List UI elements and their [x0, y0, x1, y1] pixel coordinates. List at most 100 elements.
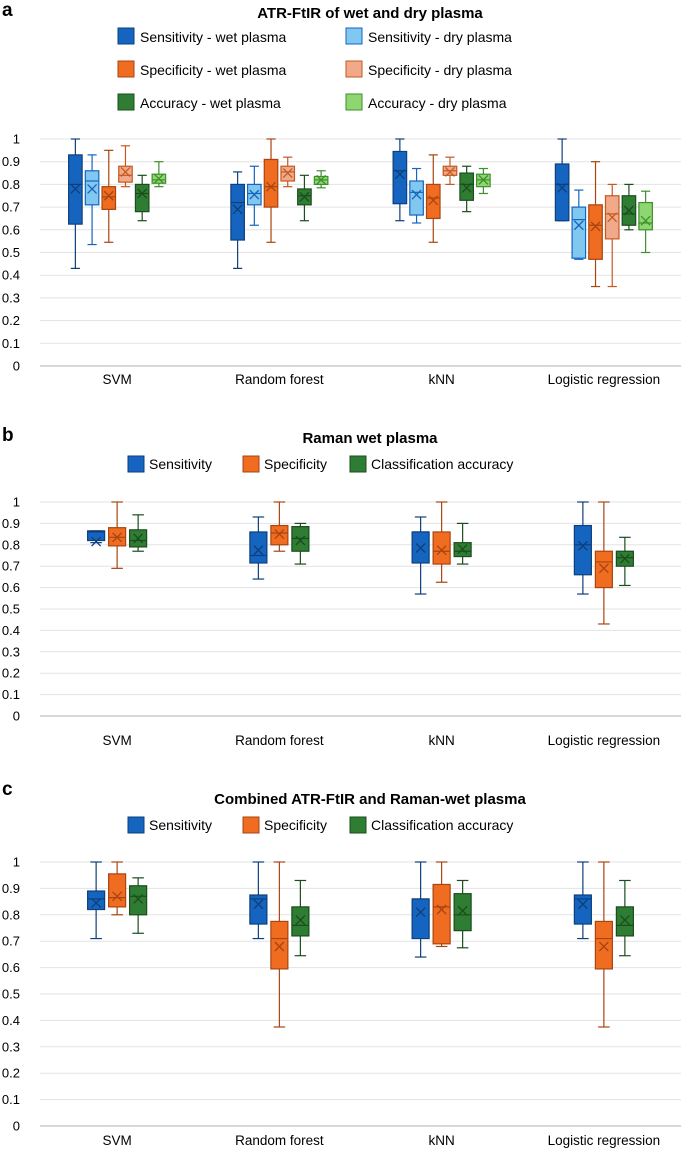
box-wet_spec: [108, 501, 127, 569]
legend-c: Sensitivity Specificity Classification a…: [127, 816, 513, 834]
y-tick-label: 0.9: [2, 154, 20, 169]
y-tick-label: 0.3: [2, 644, 20, 659]
box-dry_spec: [118, 145, 133, 188]
mean-marker: [91, 536, 102, 547]
x-category-label: Logistic regression: [548, 733, 661, 748]
mean-marker: [461, 182, 472, 193]
box-wet_sens: [68, 138, 83, 269]
box-body: [392, 150, 408, 205]
y-tick-label: 0: [13, 709, 20, 724]
box-body: [270, 524, 289, 546]
box-body: [459, 172, 475, 201]
plot-area-c: 0 0.1 0.2 0.3 0.4 0.5 0.6 0.7 0.8 0.9 1 SVM Random f…: [2, 855, 681, 1148]
y-tick-label: 0.4: [2, 1013, 20, 1028]
mean-marker: [274, 529, 285, 540]
y-tick-label: 0.7: [2, 934, 20, 949]
legend-item-specificity: Specificity: [242, 455, 327, 473]
box-body: [129, 885, 148, 916]
legend-item-sensitivity-dry: Sensitivity - dry plasma: [345, 27, 512, 45]
x-category-label: kNN: [429, 372, 455, 387]
y-tick-label: 0.1: [2, 1092, 20, 1107]
box-wet_spec: [263, 138, 279, 243]
box-body: [87, 530, 106, 542]
y-tick-label: 0.2: [2, 313, 20, 328]
box-dry_spec: [604, 183, 620, 288]
box-wet_spec: [594, 501, 613, 625]
mean-marker: [436, 545, 447, 556]
box-wet_acc: [134, 174, 150, 222]
panel-a: a ATR-FtIR of wet and dry plasma Sensiti…: [2, 0, 681, 387]
y-tick-label: 1: [13, 855, 20, 870]
legend-swatch: [345, 60, 363, 78]
mean-marker: [103, 190, 114, 201]
box-dry_acc: [313, 170, 329, 189]
box-wet_acc: [291, 522, 310, 565]
box-wet_spec: [588, 161, 603, 288]
box-body: [118, 165, 133, 183]
box-wet_sens: [87, 530, 106, 547]
mean-marker: [274, 941, 285, 952]
legend-swatch: [345, 27, 363, 45]
legend-swatch: [349, 816, 367, 834]
y-tick-label: 0.3: [2, 1039, 20, 1054]
box-body: [573, 894, 592, 925]
y-tick-label: 0.2: [2, 1066, 20, 1081]
mean-marker: [120, 166, 131, 177]
box-body: [554, 163, 570, 222]
legend-label: Specificity - dry plasma: [368, 62, 512, 78]
legend-label: Sensitivity - dry plasma: [368, 29, 512, 45]
mean-marker: [436, 904, 447, 915]
y-tick-label: 0.8: [2, 177, 20, 192]
legend-swatch: [117, 27, 135, 45]
mean-marker: [295, 535, 306, 546]
y-tick-label: 0.7: [2, 559, 20, 574]
box-body: [249, 531, 268, 564]
mean-marker: [623, 205, 634, 216]
y-tick-label: 0.3: [2, 290, 20, 305]
mean-marker: [415, 907, 426, 918]
box-wet_acc: [297, 174, 312, 222]
box-wet_acc: [621, 183, 637, 231]
x-category-label: kNN: [429, 1133, 455, 1148]
legend-label: Specificity: [264, 456, 327, 472]
mean-marker: [232, 204, 243, 215]
box-body: [588, 204, 603, 260]
box-wet_sens: [573, 861, 592, 940]
y-tick-label: 0.8: [2, 537, 20, 552]
legend-item-classification-accuracy: Classification accuracy: [349, 455, 513, 473]
mean-marker: [445, 166, 455, 177]
y-tick-label: 0.9: [2, 881, 20, 896]
legend-label: Sensitivity: [149, 817, 212, 833]
mean-marker: [598, 563, 609, 574]
mean-marker: [428, 195, 439, 206]
box-body: [411, 898, 430, 940]
legend-swatch: [242, 816, 260, 834]
box-dry_sens: [571, 189, 587, 260]
mean-marker: [133, 533, 144, 544]
x-category-label: Logistic regression: [548, 1133, 661, 1148]
mean-marker: [133, 894, 144, 904]
x-category-label: kNN: [429, 733, 455, 748]
box-body: [291, 906, 310, 937]
chart-title-c: Combined ATR-FtIR and Raman-wet plasma: [214, 791, 526, 808]
box-body: [84, 170, 100, 206]
box-wet_spec: [108, 861, 127, 916]
box-dry_sens: [246, 165, 262, 226]
box-wet_acc: [291, 879, 310, 957]
plot-area-a: 0 0.1 0.2 0.3 0.4 0.5 0.6 0.7 0.8 0.9 1 SVM Random f…: [2, 132, 681, 387]
mean-marker: [112, 532, 123, 543]
mean-marker: [91, 897, 102, 908]
chart-title-a: ATR-FtIR of wet and dry plasma: [257, 5, 483, 22]
box-wet_sens: [411, 516, 430, 595]
mean-marker: [249, 189, 260, 200]
box-wet_spec: [432, 501, 451, 583]
legend-swatch: [127, 816, 145, 834]
box-body: [432, 531, 451, 565]
mean-marker: [619, 915, 630, 926]
y-tick-label: 1: [13, 495, 20, 510]
mean-marker: [266, 181, 276, 192]
box-body: [87, 890, 106, 911]
legend-a: Sensitivity - wet plasma Sensitivity - d…: [117, 27, 512, 111]
y-tick-label: 0.1: [2, 336, 20, 351]
x-category-label: Logistic regression: [548, 372, 661, 387]
